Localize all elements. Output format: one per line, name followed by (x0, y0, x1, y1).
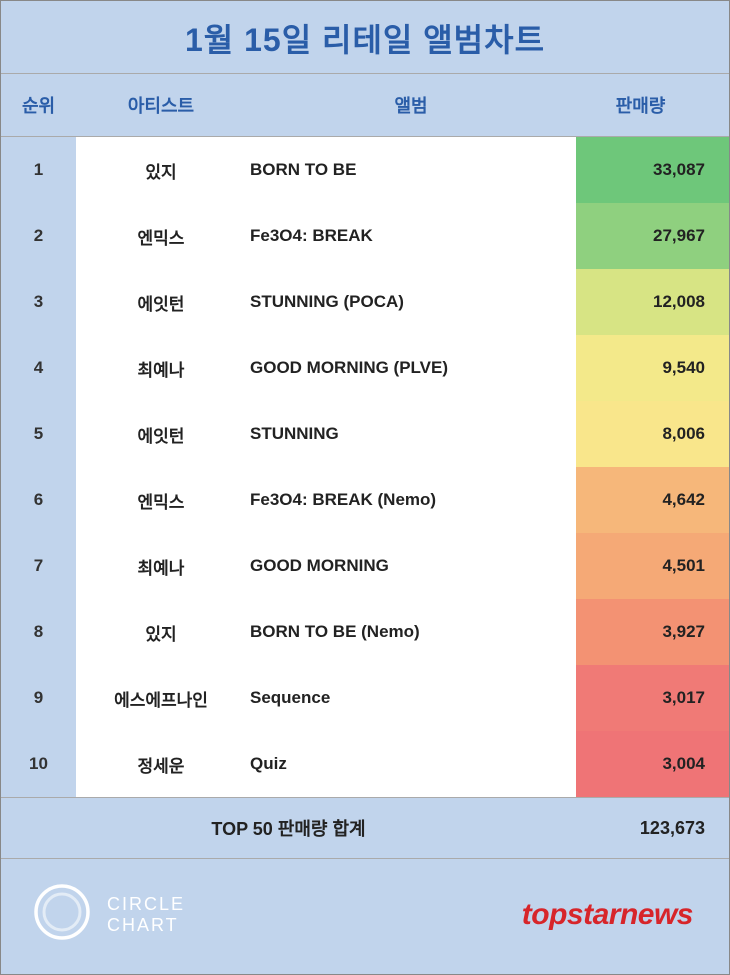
cell-album: GOOD MORNING (246, 533, 576, 599)
cell-artist: 에스에프나인 (76, 665, 246, 731)
circle-chart-icon (31, 881, 93, 948)
circle-chart-line2: CHART (107, 915, 185, 936)
cell-sales: 4,501 (576, 533, 729, 599)
cell-sales: 33,087 (576, 137, 729, 203)
footer: CIRCLE CHART topstarnews (1, 859, 729, 974)
table-row: 5에잇턴STUNNING8,006 (1, 401, 729, 467)
cell-rank: 4 (1, 335, 76, 401)
topstarnews-logo: topstarnews (522, 898, 693, 932)
cell-artist: 정세운 (76, 731, 246, 797)
cell-sales: 9,540 (576, 335, 729, 401)
cell-rank: 9 (1, 665, 76, 731)
cell-sales: 3,017 (576, 665, 729, 731)
cell-album: STUNNING (246, 401, 576, 467)
cell-sales: 3,004 (576, 731, 729, 797)
cell-sales: 27,967 (576, 203, 729, 269)
cell-sales: 12,008 (576, 269, 729, 335)
table-row: 6엔믹스Fe3O4: BREAK (Nemo)4,642 (1, 467, 729, 533)
cell-album: BORN TO BE (246, 137, 576, 203)
cell-artist: 최예나 (76, 533, 246, 599)
cell-album: Quiz (246, 731, 576, 797)
header-album: 앨범 (246, 74, 576, 136)
circle-chart-line1: CIRCLE (107, 894, 185, 915)
cell-album: BORN TO BE (Nemo) (246, 599, 576, 665)
cell-artist: 최예나 (76, 335, 246, 401)
cell-rank: 6 (1, 467, 76, 533)
table-row: 7최예나GOOD MORNING4,501 (1, 533, 729, 599)
circle-chart-logo: CIRCLE CHART (31, 881, 185, 948)
cell-artist: 에잇턴 (76, 269, 246, 335)
cell-rank: 2 (1, 203, 76, 269)
table-row: 4최예나GOOD MORNING (PLVE)9,540 (1, 335, 729, 401)
cell-rank: 10 (1, 731, 76, 797)
cell-rank: 1 (1, 137, 76, 203)
chart-title: 1월 15일 리테일 앨범차트 (1, 15, 729, 61)
cell-rank: 5 (1, 401, 76, 467)
table-row: 8있지BORN TO BE (Nemo)3,927 (1, 599, 729, 665)
header-rank: 순위 (1, 74, 76, 136)
table-row: 9에스에프나인Sequence3,017 (1, 665, 729, 731)
cell-artist: 엔믹스 (76, 467, 246, 533)
cell-rank: 7 (1, 533, 76, 599)
cell-sales: 8,006 (576, 401, 729, 467)
cell-artist: 에잇턴 (76, 401, 246, 467)
header-sales: 판매량 (576, 74, 729, 136)
total-label: TOP 50 판매량 합계 (1, 815, 576, 841)
table-header: 순위 아티스트 앨범 판매량 (1, 74, 729, 137)
cell-rank: 3 (1, 269, 76, 335)
total-row: TOP 50 판매량 합계 123,673 (1, 797, 729, 859)
cell-album: Fe3O4: BREAK (Nemo) (246, 467, 576, 533)
cell-artist: 있지 (76, 599, 246, 665)
table-row: 3에잇턴STUNNING (POCA)12,008 (1, 269, 729, 335)
cell-artist: 있지 (76, 137, 246, 203)
cell-album: Sequence (246, 665, 576, 731)
total-value: 123,673 (576, 818, 729, 839)
title-bar: 1월 15일 리테일 앨범차트 (1, 1, 729, 74)
circle-chart-text: CIRCLE CHART (107, 894, 185, 935)
table-row: 2엔믹스Fe3O4: BREAK27,967 (1, 203, 729, 269)
table-row: 1있지BORN TO BE33,087 (1, 137, 729, 203)
cell-artist: 엔믹스 (76, 203, 246, 269)
cell-rank: 8 (1, 599, 76, 665)
cell-album: Fe3O4: BREAK (246, 203, 576, 269)
table-body: 1있지BORN TO BE33,0872엔믹스Fe3O4: BREAK27,96… (1, 137, 729, 797)
cell-sales: 4,642 (576, 467, 729, 533)
album-chart: 1월 15일 리테일 앨범차트 순위 아티스트 앨범 판매량 1있지BORN T… (0, 0, 730, 975)
cell-sales: 3,927 (576, 599, 729, 665)
cell-album: STUNNING (POCA) (246, 269, 576, 335)
cell-album: GOOD MORNING (PLVE) (246, 335, 576, 401)
header-artist: 아티스트 (76, 74, 246, 136)
table-row: 10정세운Quiz3,004 (1, 731, 729, 797)
